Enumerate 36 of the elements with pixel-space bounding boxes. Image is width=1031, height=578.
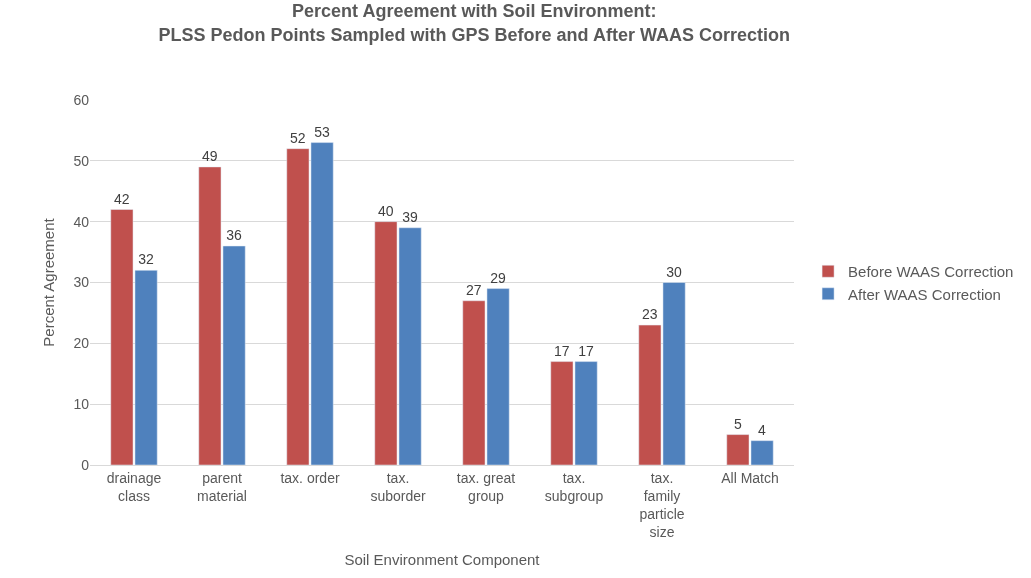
data-label: 53: [314, 123, 330, 140]
data-label: 32: [138, 251, 154, 268]
data-label: 17: [554, 342, 570, 359]
legend-label: Before WAAS Correction: [848, 263, 1014, 281]
x-tick-label: All Match: [721, 469, 779, 486]
y-tick-label: 40: [73, 213, 90, 230]
chart-title: Percent Agreement with Soil Environment: PLSS Pedon Points Sampled with GPS Before and After WAAS Correction: [158, 1, 790, 45]
x-tick-label: tax. order: [280, 469, 340, 486]
y-tick-label: 30: [73, 274, 90, 291]
y-tick-label: 20: [73, 335, 90, 352]
data-label: 27: [466, 281, 482, 298]
y-axis-title: Percent Agreement: [39, 217, 57, 347]
data-label: 36: [226, 227, 242, 243]
x-tick-label: tax. family particle size: [639, 469, 685, 541]
x-tick-label: tax. great group: [456, 469, 516, 504]
data-label: 40: [378, 202, 394, 219]
data-label: 17: [578, 342, 594, 359]
data-label: 52: [290, 129, 306, 146]
x-tick-label: tax. suborder: [370, 469, 426, 504]
y-tick-label: 50: [73, 152, 90, 169]
data-label: 30: [666, 263, 682, 280]
x-axis-title: Soil Environment Component: [344, 551, 541, 569]
data-label: 39: [402, 208, 418, 225]
data-label: 4: [758, 421, 767, 438]
data-label: 5: [733, 415, 742, 432]
x-tick-label: drainage class: [106, 469, 162, 504]
data-label: 42: [114, 190, 130, 207]
data-label: 49: [202, 147, 218, 164]
y-tick-label: 0: [81, 456, 90, 473]
x-tick-label: parent material: [197, 469, 247, 504]
y-tick-label: 60: [73, 91, 90, 108]
data-label: 29: [490, 269, 506, 286]
y-tick-label: 10: [73, 396, 90, 413]
legend-label: After WAAS Correction: [848, 285, 1001, 303]
x-tick-label: tax. subgroup: [544, 469, 604, 504]
data-label: 23: [642, 306, 658, 323]
